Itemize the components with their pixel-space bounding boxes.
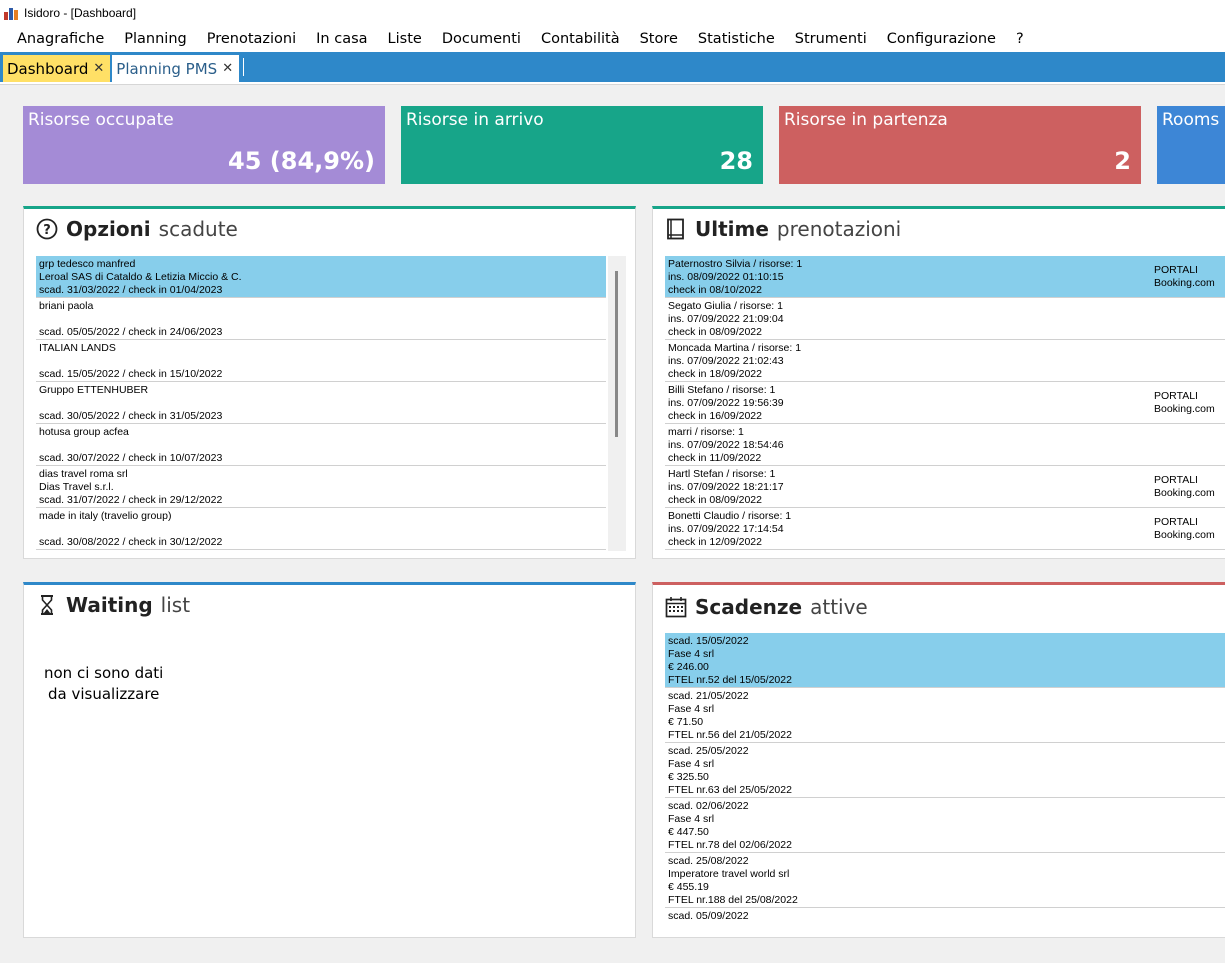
list-item[interactable]: Billi Stefano / risorse: 1 ins. 07/09/20… — [665, 382, 1225, 424]
opzioni-scrollbar[interactable] — [608, 256, 626, 551]
question-circle-icon: ? — [36, 218, 58, 240]
list-item[interactable]: scad. 25/08/2022 Imperatore travel world… — [665, 853, 1225, 908]
list-item[interactable]: made in italy (travelio group) scad. 30/… — [36, 508, 606, 550]
panel-scadenze-attive: Scadenze attive scad. 15/05/2022 Fase 4 … — [652, 582, 1225, 938]
kpi-risorse-occupate[interactable]: Risorse occupate 45 (84,9%) — [23, 106, 385, 184]
calendar-icon — [665, 596, 687, 618]
list-item[interactable]: dias travel roma srl Dias Travel s.r.l. … — [36, 466, 606, 508]
title-bar: Isidoro - [Dashboard] — [0, 0, 1225, 26]
list-item[interactable]: briani paola scad. 05/05/2022 / check in… — [36, 298, 606, 340]
svg-text:?: ? — [43, 223, 51, 238]
list-item[interactable]: Moncada Martina / risorse: 1 ins. 07/09/… — [665, 340, 1225, 382]
list-item[interactable]: scad. 02/06/2022 Fase 4 srl € 447.50 FTE… — [665, 798, 1225, 853]
kpi-label: Risorse in partenza — [784, 110, 948, 130]
menu-contabilita[interactable]: Contabilità — [540, 31, 620, 47]
menu-strumenti[interactable]: Strumenti — [794, 31, 867, 47]
menu-statistiche[interactable]: Statistiche — [697, 31, 775, 47]
list-item[interactable]: scad. 15/05/2022 Fase 4 srl € 246.00 FTE… — [665, 633, 1225, 688]
kpi-rooms[interactable]: Rooms — [1157, 106, 1225, 184]
panel-ultime-prenotazioni: Ultime prenotazioni Paternostro Silvia /… — [652, 206, 1225, 559]
scadenze-list: scad. 15/05/2022 Fase 4 srl € 246.00 FTE… — [665, 633, 1225, 925]
menu-prenotazioni[interactable]: Prenotazioni — [206, 31, 297, 47]
app-logo-icon — [4, 6, 18, 20]
list-item[interactable]: Segato Giulia / risorse: 1 ins. 07/09/20… — [665, 298, 1225, 340]
list-item[interactable]: grp tedesco manfred Leroal SAS di Catald… — [36, 256, 606, 298]
list-item[interactable]: Gruppo ETTENHUBER scad. 30/05/2022 / che… — [36, 382, 606, 424]
list-item[interactable]: Paternostro Silvia / risorse: 1 ins. 08/… — [665, 256, 1225, 298]
list-item[interactable]: scad. 25/05/2022 Fase 4 srl € 325.50 FTE… — [665, 743, 1225, 798]
panel-opzioni-scadute: ? Opzioni scadute grp tedesco manfred Le… — [23, 206, 636, 559]
list-item[interactable]: ITALIAN LANDS scad. 15/05/2022 / check i… — [36, 340, 606, 382]
panel-title: Scadenze attive — [665, 595, 868, 619]
menu-configurazione[interactable]: Configurazione — [886, 31, 996, 47]
list-item[interactable]: scad. 05/09/2022 — [665, 908, 1225, 925]
hourglass-icon — [36, 594, 58, 616]
kpi-risorse-in-partenza[interactable]: Risorse in partenza 2 — [779, 106, 1141, 184]
menu-planning[interactable]: Planning — [124, 31, 187, 47]
window-title: Isidoro - [Dashboard] — [24, 6, 137, 20]
kpi-label: Risorse in arrivo — [406, 110, 544, 130]
kpi-value: 2 — [1114, 147, 1131, 175]
opzioni-list: grp tedesco manfred Leroal SAS di Catald… — [36, 256, 606, 551]
empty-message: non ci sono dati da visualizzare — [44, 664, 164, 703]
list-item[interactable]: Bonetti Claudio / risorse: 1 ins. 07/09/… — [665, 508, 1225, 550]
menu-bar: Anagrafiche Planning Prenotazioni In cas… — [0, 26, 1225, 52]
kpi-value: 28 — [719, 147, 753, 175]
list-item[interactable]: hotusa group acfea scad. 30/07/2022 / ch… — [36, 424, 606, 466]
kpi-label: Rooms — [1162, 110, 1220, 130]
tab-planning-pms-label: Planning PMS — [116, 59, 218, 78]
list-item[interactable]: Hartl Stefan / risorse: 1 ins. 07/09/202… — [665, 466, 1225, 508]
close-icon[interactable]: ✕ — [222, 61, 234, 76]
menu-help[interactable]: ? — [1015, 31, 1024, 47]
menu-store[interactable]: Store — [639, 31, 678, 47]
menu-documenti[interactable]: Documenti — [441, 31, 521, 47]
document-tabs: Dashboard ✕ Planning PMS ✕ — [0, 52, 1225, 82]
scrollbar-thumb[interactable] — [615, 271, 618, 437]
kpi-value: 45 (84,9%) — [228, 147, 375, 175]
tab-separator — [243, 58, 245, 76]
dashboard-area: Risorse occupate 45 (84,9%) Risorse in a… — [0, 84, 1225, 963]
kpi-risorse-in-arrivo[interactable]: Risorse in arrivo 28 — [401, 106, 763, 184]
menu-in-casa[interactable]: In casa — [316, 31, 368, 47]
list-item[interactable]: marri / risorse: 1 ins. 07/09/2022 18:54… — [665, 424, 1225, 466]
tab-planning-pms[interactable]: Planning PMS ✕ — [112, 55, 240, 82]
close-icon[interactable]: ✕ — [93, 61, 105, 76]
panel-title: Ultime prenotazioni — [665, 217, 901, 241]
list-item[interactable]: scad. 21/05/2022 Fase 4 srl € 71.50 FTEL… — [665, 688, 1225, 743]
ultime-prenotazioni-list: Paternostro Silvia / risorse: 1 ins. 08/… — [665, 256, 1225, 551]
panel-title: ? Opzioni scadute — [36, 217, 238, 241]
menu-liste[interactable]: Liste — [387, 31, 422, 47]
book-icon — [665, 218, 687, 240]
menu-anagrafiche[interactable]: Anagrafiche — [17, 31, 105, 47]
panel-title: Waiting list — [36, 593, 190, 617]
tab-dashboard[interactable]: Dashboard ✕ — [3, 55, 111, 82]
tab-dashboard-label: Dashboard — [7, 59, 89, 78]
panel-waiting-list: Waiting list non ci sono dati da visuali… — [23, 582, 636, 938]
kpi-label: Risorse occupate — [28, 110, 174, 130]
